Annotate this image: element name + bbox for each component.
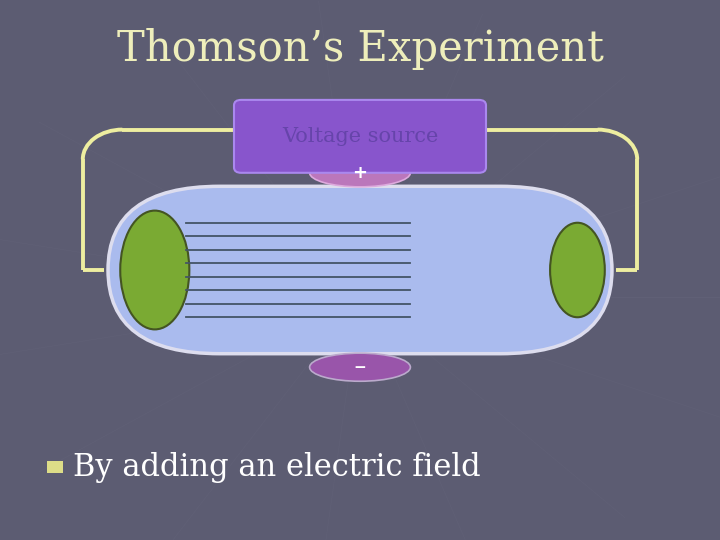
Text: Voltage source: Voltage source bbox=[282, 127, 438, 146]
FancyBboxPatch shape bbox=[47, 461, 63, 473]
Ellipse shape bbox=[120, 211, 189, 329]
Text: Thomson’s Experiment: Thomson’s Experiment bbox=[117, 28, 603, 70]
Text: By adding an electric field: By adding an electric field bbox=[73, 451, 481, 483]
FancyBboxPatch shape bbox=[234, 100, 486, 173]
Text: +: + bbox=[353, 164, 367, 182]
FancyBboxPatch shape bbox=[108, 186, 612, 354]
Ellipse shape bbox=[310, 353, 410, 381]
Text: −: − bbox=[354, 360, 366, 375]
Ellipse shape bbox=[550, 222, 605, 317]
Ellipse shape bbox=[310, 159, 410, 187]
